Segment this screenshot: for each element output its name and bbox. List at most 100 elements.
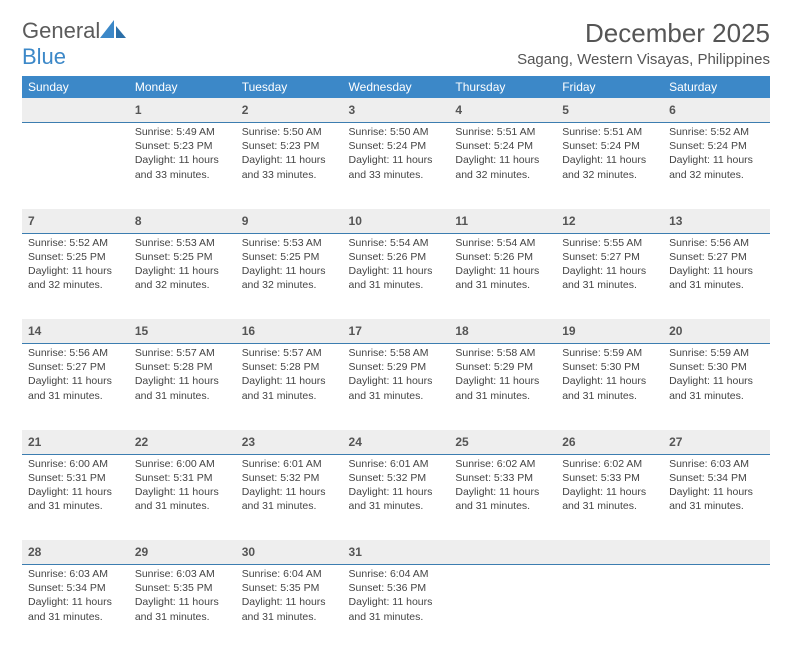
day-detail-cell: Sunrise: 5:49 AMSunset: 5:23 PMDaylight:… xyxy=(129,123,236,209)
day-detail-line: Sunrise: 5:50 AM xyxy=(349,125,444,139)
day-detail-line: and 31 minutes. xyxy=(455,278,550,292)
day-detail-line: Daylight: 11 hours xyxy=(349,264,444,278)
day-detail-line: and 31 minutes. xyxy=(135,499,230,513)
day-number-cell: 12 xyxy=(556,209,663,234)
day-number: 14 xyxy=(28,324,41,338)
day-number-cell xyxy=(556,540,663,565)
day-detail-cell xyxy=(556,565,663,651)
day-number-cell xyxy=(663,540,770,565)
day-number: 31 xyxy=(349,545,362,559)
day-detail-line: Daylight: 11 hours xyxy=(455,153,550,167)
day-detail-cell: Sunrise: 6:00 AMSunset: 5:31 PMDaylight:… xyxy=(22,454,129,540)
day-detail-line: Daylight: 11 hours xyxy=(349,485,444,499)
day-number: 13 xyxy=(669,214,682,228)
day-detail-line: Sunrise: 6:01 AM xyxy=(242,457,337,471)
day-number: 28 xyxy=(28,545,41,559)
day-detail-line: Daylight: 11 hours xyxy=(562,153,657,167)
day-detail-line: Daylight: 11 hours xyxy=(349,153,444,167)
day-detail-line: Sunset: 5:33 PM xyxy=(455,471,550,485)
day-number: 17 xyxy=(349,324,362,338)
weekday-header: Wednesday xyxy=(343,76,450,98)
day-detail-cell xyxy=(22,123,129,209)
day-number-cell: 14 xyxy=(22,319,129,344)
day-detail-line: Sunset: 5:29 PM xyxy=(349,360,444,374)
day-detail-line: and 33 minutes. xyxy=(242,168,337,182)
day-number-row: 21222324252627 xyxy=(22,430,770,455)
day-number: 5 xyxy=(562,103,569,117)
day-detail-line: Daylight: 11 hours xyxy=(242,264,337,278)
day-number: 30 xyxy=(242,545,255,559)
day-detail-line: and 31 minutes. xyxy=(455,499,550,513)
day-detail-line: and 31 minutes. xyxy=(669,278,764,292)
day-number-cell: 27 xyxy=(663,430,770,455)
day-number-cell: 3 xyxy=(343,98,450,123)
day-number-cell: 16 xyxy=(236,319,343,344)
day-number-cell: 17 xyxy=(343,319,450,344)
day-detail-cell: Sunrise: 5:58 AMSunset: 5:29 PMDaylight:… xyxy=(449,344,556,430)
day-number: 4 xyxy=(455,103,462,117)
day-detail-cell: Sunrise: 6:00 AMSunset: 5:31 PMDaylight:… xyxy=(129,454,236,540)
day-detail-cell: Sunrise: 6:01 AMSunset: 5:32 PMDaylight:… xyxy=(343,454,450,540)
weekday-header: Friday xyxy=(556,76,663,98)
day-number-row: 28293031 xyxy=(22,540,770,565)
day-detail-line: Sunset: 5:24 PM xyxy=(455,139,550,153)
day-detail-line: and 33 minutes. xyxy=(135,168,230,182)
day-detail-line: Sunset: 5:25 PM xyxy=(242,250,337,264)
day-detail-line: and 31 minutes. xyxy=(242,499,337,513)
day-number-cell: 23 xyxy=(236,430,343,455)
day-number: 6 xyxy=(669,103,676,117)
day-details-row: Sunrise: 5:52 AMSunset: 5:25 PMDaylight:… xyxy=(22,233,770,319)
day-number-cell: 2 xyxy=(236,98,343,123)
day-detail-line: Sunrise: 5:59 AM xyxy=(669,346,764,360)
day-number-cell: 15 xyxy=(129,319,236,344)
weekday-header: Sunday xyxy=(22,76,129,98)
day-detail-line: Daylight: 11 hours xyxy=(242,595,337,609)
day-detail-cell: Sunrise: 6:03 AMSunset: 5:35 PMDaylight:… xyxy=(129,565,236,651)
day-detail-line: Sunrise: 5:58 AM xyxy=(349,346,444,360)
title-block: December 2025 Sagang, Western Visayas, P… xyxy=(517,18,770,68)
day-detail-line: Sunrise: 6:00 AM xyxy=(28,457,123,471)
day-number-cell: 28 xyxy=(22,540,129,565)
weekday-header: Monday xyxy=(129,76,236,98)
day-number-cell: 11 xyxy=(449,209,556,234)
weekday-header: Tuesday xyxy=(236,76,343,98)
day-detail-cell: Sunrise: 6:04 AMSunset: 5:36 PMDaylight:… xyxy=(343,565,450,651)
day-detail-line: Sunset: 5:25 PM xyxy=(28,250,123,264)
calendar-table: SundayMondayTuesdayWednesdayThursdayFrid… xyxy=(22,76,770,651)
day-number: 10 xyxy=(349,214,362,228)
day-number: 23 xyxy=(242,435,255,449)
day-detail-line: and 31 minutes. xyxy=(669,499,764,513)
day-detail-cell: Sunrise: 5:54 AMSunset: 5:26 PMDaylight:… xyxy=(449,233,556,319)
day-detail-line: Sunrise: 5:52 AM xyxy=(669,125,764,139)
day-detail-line: Sunrise: 5:58 AM xyxy=(455,346,550,360)
day-detail-cell: Sunrise: 5:59 AMSunset: 5:30 PMDaylight:… xyxy=(556,344,663,430)
day-detail-line: and 31 minutes. xyxy=(28,499,123,513)
day-detail-line: Daylight: 11 hours xyxy=(28,374,123,388)
day-detail-line: and 33 minutes. xyxy=(349,168,444,182)
day-number-cell xyxy=(449,540,556,565)
day-detail-line: and 32 minutes. xyxy=(562,168,657,182)
day-detail-line: Sunset: 5:26 PM xyxy=(455,250,550,264)
calendar-body: 123456Sunrise: 5:49 AMSunset: 5:23 PMDay… xyxy=(22,98,770,651)
day-detail-line: Sunset: 5:27 PM xyxy=(669,250,764,264)
day-detail-line: Sunset: 5:23 PM xyxy=(242,139,337,153)
logo-sail-icon xyxy=(100,20,126,38)
day-detail-line: Sunset: 5:32 PM xyxy=(242,471,337,485)
day-detail-line: Sunset: 5:31 PM xyxy=(135,471,230,485)
header: GeneralBlue December 2025 Sagang, Wester… xyxy=(22,18,770,70)
day-detail-cell: Sunrise: 5:58 AMSunset: 5:29 PMDaylight:… xyxy=(343,344,450,430)
brand-logo: GeneralBlue xyxy=(22,18,126,70)
day-detail-cell: Sunrise: 6:01 AMSunset: 5:32 PMDaylight:… xyxy=(236,454,343,540)
day-detail-cell: Sunrise: 6:04 AMSunset: 5:35 PMDaylight:… xyxy=(236,565,343,651)
day-detail-line: Sunset: 5:27 PM xyxy=(562,250,657,264)
day-detail-cell: Sunrise: 5:50 AMSunset: 5:23 PMDaylight:… xyxy=(236,123,343,209)
day-number-cell: 30 xyxy=(236,540,343,565)
day-number: 15 xyxy=(135,324,148,338)
brand-part1: General xyxy=(22,18,100,43)
day-number-cell: 18 xyxy=(449,319,556,344)
weekday-row: SundayMondayTuesdayWednesdayThursdayFrid… xyxy=(22,76,770,98)
day-number: 27 xyxy=(669,435,682,449)
day-detail-cell: Sunrise: 6:02 AMSunset: 5:33 PMDaylight:… xyxy=(556,454,663,540)
day-detail-line: Daylight: 11 hours xyxy=(349,595,444,609)
day-number: 12 xyxy=(562,214,575,228)
